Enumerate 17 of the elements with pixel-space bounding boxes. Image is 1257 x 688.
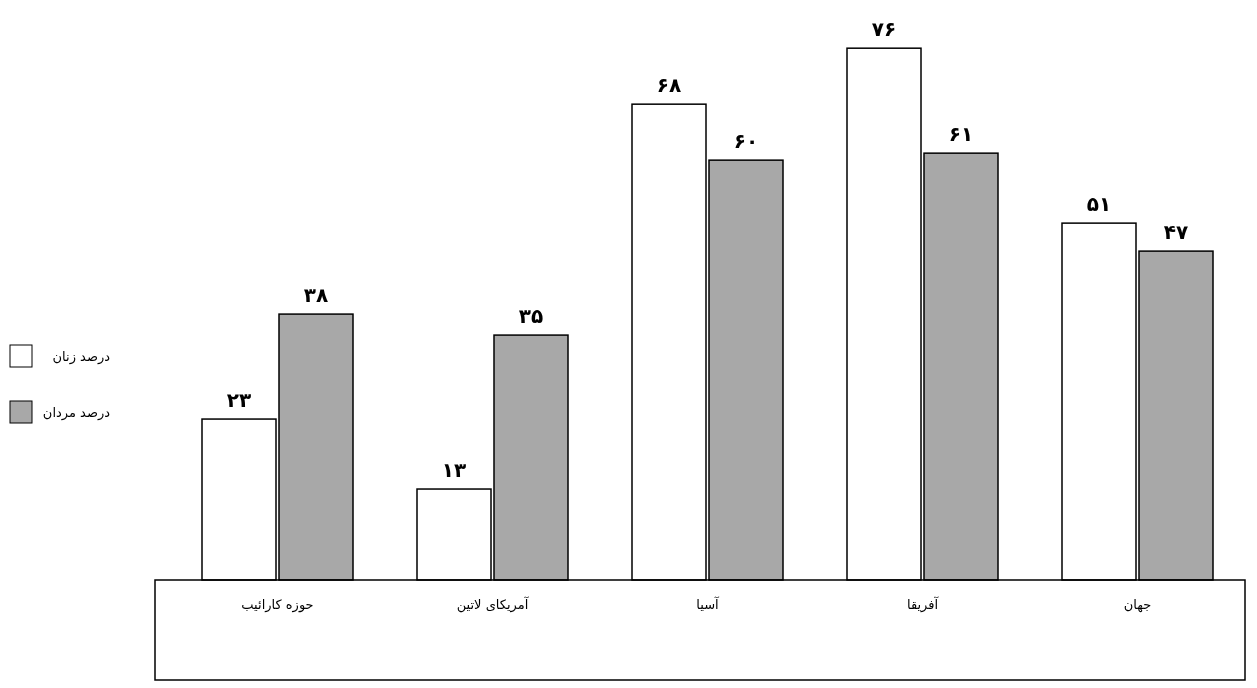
data-label: ۲۳ [226,388,252,413]
legend-label: درصد مردان [42,405,111,421]
data-label: ۱۳ [441,458,467,483]
data-label: ۷۶ [871,17,897,42]
legend-label: درصد زنان [52,349,111,365]
x-tick-label: حوزه کارائیب [241,597,314,613]
x-tick-label: آسیا [696,596,721,612]
data-label: ۵۱ [1086,192,1112,217]
data-label: ۶۸ [656,73,682,98]
data-label: ۶۱ [948,122,974,147]
data-label: ۶۰ [733,129,759,154]
x-tick-label: جهان [1123,597,1152,613]
data-label: ۳۸ [303,283,329,308]
x-tick-label: آمریکای لاتین [456,596,530,613]
x-tick-label: آفریقا [906,596,940,613]
data-label: ۴۷ [1163,220,1189,245]
data-label: ۳۵ [518,304,544,329]
